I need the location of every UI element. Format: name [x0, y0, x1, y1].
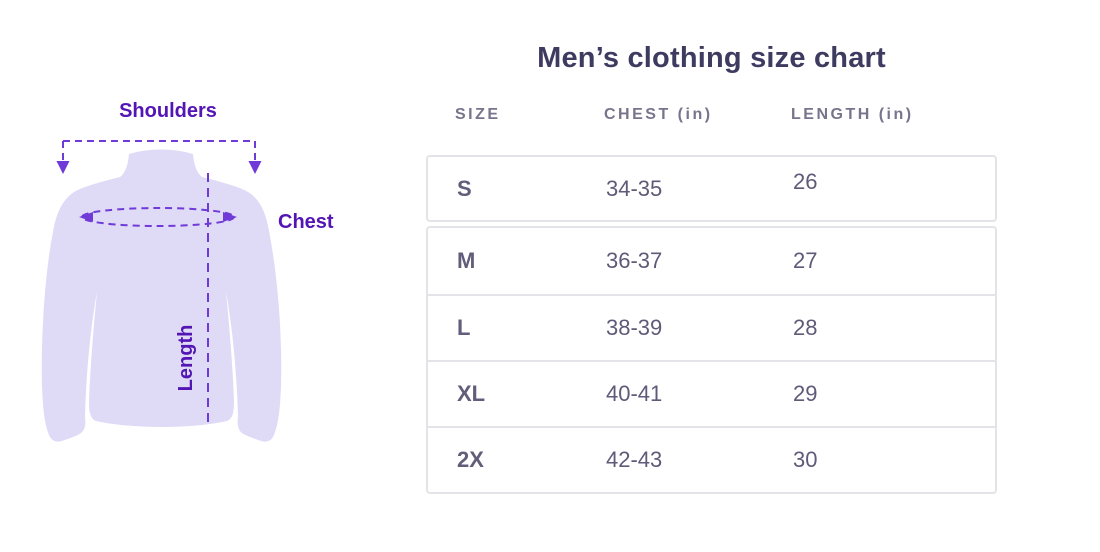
column-header-size: SIZE	[455, 106, 501, 123]
table-row: M 36-37 27	[428, 228, 995, 294]
arrow-left-icon	[79, 212, 93, 222]
length-cell: 29	[793, 381, 818, 406]
arrow-down-left-icon	[56, 161, 70, 174]
size-cell: S	[457, 175, 472, 201]
size-table-body-box: M 36-37 27 L 38-39 28 XL 40-41 29 2X 42-…	[426, 226, 997, 494]
table-row: XL 40-41 29	[428, 360, 995, 426]
page-title: Men’s clothing size chart	[537, 42, 886, 74]
chest-label: Chest	[278, 211, 334, 233]
chest-cell: 40-41	[606, 381, 663, 406]
column-header-chest: CHEST (in)	[604, 106, 713, 123]
table-row: S 34-35 26	[428, 157, 995, 220]
shirt-measurement-diagram: Shoulders Chest Length	[0, 0, 420, 552]
size-cell: 2X	[457, 447, 484, 472]
size-cell: M	[457, 248, 476, 273]
table-header-row: SIZE CHEST (in) LENGTH (in)	[426, 104, 997, 126]
shirt-illustration	[41, 140, 282, 442]
length-cell: 26	[793, 168, 818, 194]
chest-cell: 36-37	[606, 248, 663, 273]
chest-cell: 38-39	[606, 315, 663, 340]
column-header-length: LENGTH (in)	[791, 106, 914, 123]
length-label: Length	[175, 324, 197, 392]
size-table-row-s-box: S 34-35 26	[426, 155, 997, 222]
length-cell: 28	[793, 315, 818, 340]
length-cell: 30	[793, 447, 818, 472]
arrow-right-icon	[223, 212, 237, 222]
table-row: L 38-39 28	[428, 294, 995, 360]
chest-cell: 34-35	[606, 175, 663, 201]
shoulders-label: Shoulders	[119, 100, 217, 122]
arrow-down-right-icon	[248, 161, 262, 174]
size-cell: XL	[457, 381, 486, 406]
shirt-silhouette	[41, 149, 282, 442]
shoulders-measure-line	[62, 140, 256, 162]
size-cell: L	[457, 315, 471, 340]
length-cell: 27	[793, 248, 818, 273]
chest-cell: 42-43	[606, 447, 663, 472]
table-row: 2X 42-43 30	[428, 426, 995, 492]
